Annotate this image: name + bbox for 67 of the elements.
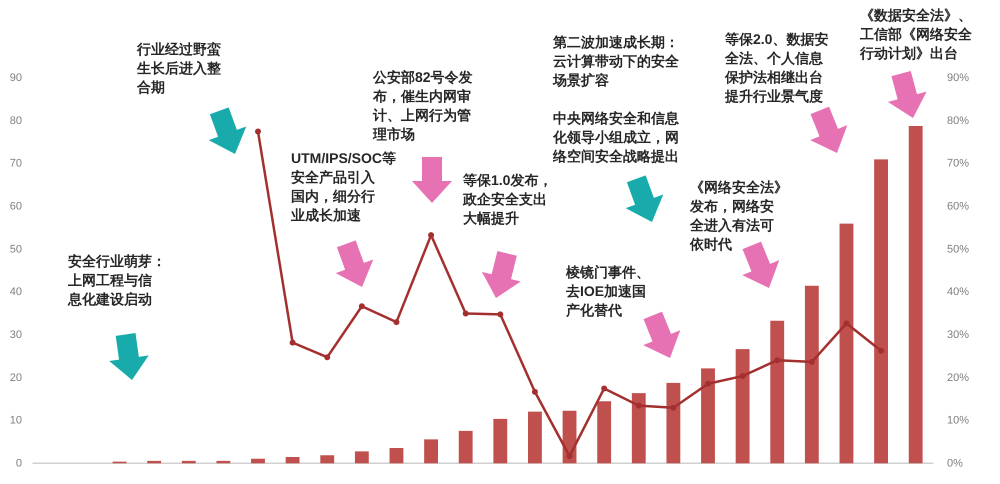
point (532, 388, 538, 395)
y-tick-label: 60 (10, 200, 22, 212)
y-tick-label: 20 (10, 372, 22, 384)
point (255, 128, 261, 135)
annotation: 中央网络安全和信息化领导小组成立，网络空间安全战略提出 (552, 110, 680, 164)
point (878, 348, 884, 354)
annotation: 第二波加速成长期：云计算带动下的安全场景扩容 (552, 34, 680, 88)
point (324, 354, 330, 360)
bar (632, 393, 646, 464)
point (705, 380, 711, 387)
bar (736, 349, 750, 464)
bar (286, 456, 300, 464)
y-tick-label: 40 (10, 286, 22, 298)
y2-tick-label: 20% (947, 372, 970, 384)
annotation: 棱镜门事件、去IOE加速国产化替代 (565, 264, 650, 318)
y2-tick-label: 40% (947, 286, 970, 298)
point (497, 311, 504, 318)
y2-tick-label: 0% (947, 457, 964, 470)
y-tick-label: 0 (16, 457, 22, 470)
point (393, 319, 400, 326)
annotation: 公安部82号令发布，催生内网审计、上网行为管理市场 (372, 68, 473, 142)
point (808, 358, 815, 365)
bar (251, 458, 265, 464)
point (290, 340, 296, 346)
annotation: 《网络安全法》发布，网络安全进入有法可依时代 (689, 178, 788, 252)
y2-tick-label: 60% (947, 200, 970, 212)
y2-tick-label: 80% (947, 114, 970, 127)
point (670, 404, 676, 411)
y2-tick-label: 70% (947, 158, 970, 170)
y2-tick-label: 90% (947, 72, 970, 84)
annotation: 等保2.0、数据安全法、个人信息保护法相继出台提升行业景气度 (724, 30, 828, 104)
point (636, 402, 642, 409)
y2-tick-label: 50% (947, 243, 970, 256)
bar (770, 320, 784, 464)
bar (701, 368, 715, 464)
point (843, 320, 850, 326)
bar (458, 430, 473, 464)
bar (666, 382, 680, 464)
y-tick-label: 90 (10, 72, 22, 84)
bar (320, 455, 334, 464)
point (774, 357, 780, 364)
annotation: 安全行业萌芽：上网工程与信息化建设启动 (67, 252, 166, 307)
bar (597, 401, 612, 464)
bar (874, 159, 888, 464)
point (601, 385, 608, 392)
point (358, 303, 365, 310)
annotation: 行业经过野蛮生长后进入整合期 (136, 40, 222, 95)
bar (528, 412, 542, 464)
bar (493, 418, 508, 464)
point (462, 310, 469, 317)
annotation: UTM/IPS/SOC等安全产品引入国内，细分行业成长加速 (290, 150, 396, 223)
point (740, 373, 746, 380)
bar (840, 224, 854, 464)
y2-tick-label: 30% (947, 328, 970, 341)
annotation: 等保1.0发布，政企安全支出大幅提升 (462, 172, 552, 226)
y-tick-label: 50 (10, 243, 22, 256)
y-tick-label: 70 (10, 158, 22, 170)
y-tick-label: 10 (10, 414, 22, 427)
bar (804, 286, 819, 464)
bar (424, 439, 438, 464)
y2-tick-label: 10% (947, 414, 970, 427)
y-tick-label: 80 (10, 114, 22, 127)
text: 《数据安全法》、工信部《网络安全行动计划》出台 (859, 6, 973, 61)
bar (390, 448, 404, 464)
bar (908, 126, 923, 464)
y-tick-label: 30 (10, 328, 22, 341)
bar (354, 451, 369, 464)
